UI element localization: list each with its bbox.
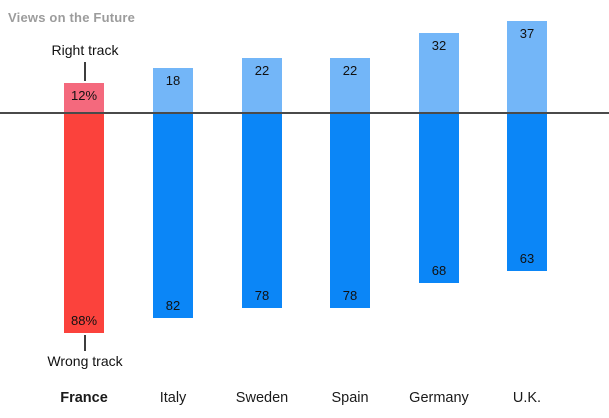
bar-value-label: 78 [254,288,270,303]
bar-value-label: 78 [342,288,358,303]
bar-right-track-sweden: 22 [242,58,282,113]
bar-value-label: 68 [431,263,447,278]
bar-value-label: 82 [165,298,181,313]
x-axis-label-sweden: Sweden [235,390,289,406]
wrong-track-connector-line [84,335,86,351]
x-axis-label-spain: Spain [331,390,369,406]
bar-value-label: 22 [342,63,358,78]
bar-wrong-track-u-k: 63 [507,113,547,271]
bar-right-track-france: 12% [64,83,104,113]
bar-value-label: 18 [165,73,181,88]
bar-value-label: 22 [254,63,270,78]
right-track-connector-line [84,62,86,81]
bar-wrong-track-italy: 82 [153,113,193,318]
bar-right-track-u-k: 37 [507,20,547,113]
bar-value-label: 12% [70,88,98,103]
zero-axis-line [0,112,609,114]
bar-value-label: 88% [70,313,98,328]
chart-title: Views on the Future [8,10,136,25]
x-axis-label-germany: Germany [409,390,469,406]
bar-value-label: 32 [431,38,447,53]
bar-value-label: 63 [519,250,535,266]
bar-wrong-track-sweden: 78 [242,113,282,308]
right-track-annotation: Right track [51,42,119,58]
bar-wrong-track-spain: 78 [330,113,370,308]
bar-right-track-spain: 22 [330,58,370,113]
bar-right-track-germany: 32 [419,33,459,113]
bar-value-label: 37 [519,25,535,41]
x-axis-label-italy: Italy [159,390,187,406]
bar-right-track-italy: 18 [153,68,193,113]
x-axis-label-u-k: U.K. [512,390,542,406]
bar-wrong-track-germany: 68 [419,113,459,283]
x-axis-label-france: France [60,390,108,406]
wrong-track-annotation: Wrong track [47,353,123,369]
bar-wrong-track-france: 88% [64,113,104,333]
